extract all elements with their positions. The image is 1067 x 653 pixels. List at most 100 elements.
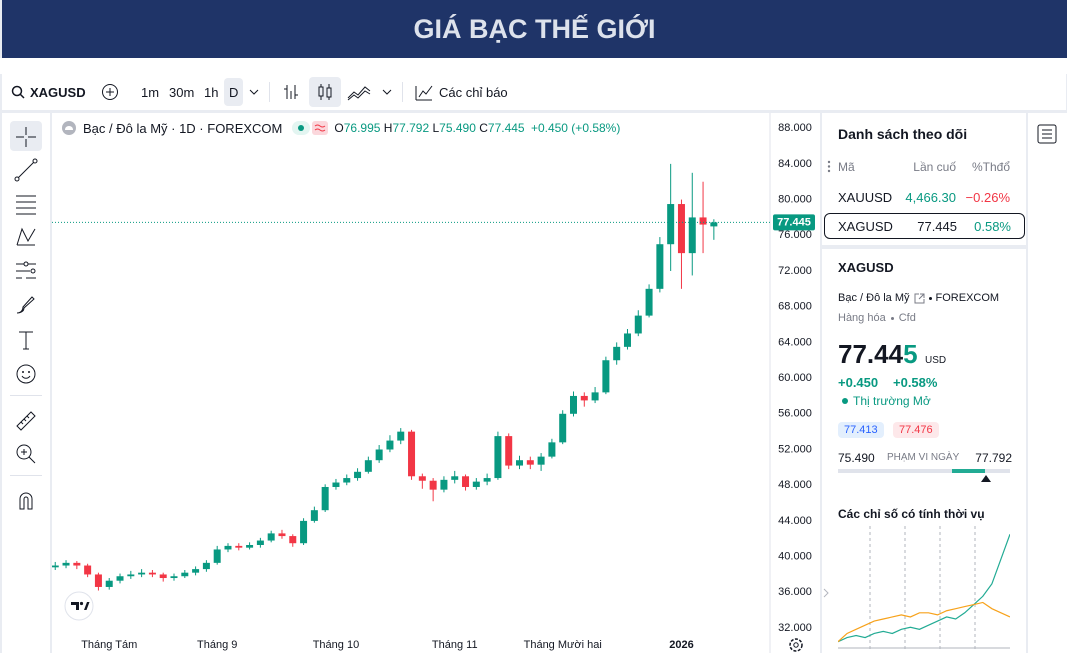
indicators[interactable]: Các chỉ báo xyxy=(439,84,508,100)
chevron[interactable] xyxy=(249,87,259,97)
collapse-handle[interactable] xyxy=(822,585,830,601)
candle-body xyxy=(224,545,232,550)
x-tick-label: Tháng Tám xyxy=(81,639,137,651)
candle-body xyxy=(548,442,556,457)
y-tick-label: 36.000 xyxy=(778,586,812,598)
candle-body xyxy=(667,204,675,245)
settings-icon[interactable] xyxy=(788,637,804,653)
watchlist-icon[interactable] xyxy=(1036,123,1058,145)
interval-active[interactable]: D xyxy=(224,78,244,106)
x-tick-label: Tháng Mười hai xyxy=(524,639,602,651)
candle-body xyxy=(408,431,416,477)
price-main: 77.44 xyxy=(838,339,904,369)
detail-price: 77.445 xyxy=(838,339,918,370)
brush-tool[interactable] xyxy=(14,293,38,317)
candles-icon[interactable] xyxy=(316,83,334,101)
candle-body xyxy=(451,476,459,480)
y-tick-label: 52.000 xyxy=(778,443,812,455)
seasonals-chart xyxy=(838,526,1010,650)
row-symbol: XAGUSD xyxy=(838,219,893,234)
emoji-tool[interactable] xyxy=(14,362,38,386)
detail-exchange: FOREXCOM xyxy=(935,292,1000,304)
y-tick-label: 60.000 xyxy=(778,372,812,384)
y-tick-label: 64.000 xyxy=(778,336,812,348)
crosshair-tool[interactable] xyxy=(14,125,38,149)
area-icon[interactable] xyxy=(347,83,371,101)
candle-body xyxy=(84,565,92,575)
candle-body xyxy=(52,565,59,568)
candle-body xyxy=(94,574,102,587)
candle-body xyxy=(202,562,210,570)
chart-panel: 88.000 84.000 80.000 76.000 72.000 68.000 64.0… xyxy=(52,113,820,653)
ohlc-value: 77.445 xyxy=(487,121,525,135)
candle-body xyxy=(256,540,264,545)
add-symbol[interactable] xyxy=(101,83,119,101)
candle-body xyxy=(591,392,599,401)
candle-body xyxy=(300,520,308,544)
candle-body xyxy=(364,460,372,472)
candle-body xyxy=(656,244,664,289)
indicators-icon[interactable] xyxy=(414,82,434,102)
bid: 77.413 xyxy=(838,422,884,438)
watchlist-row[interactable]: XAUUSD 4,466.30 −0.26% xyxy=(822,183,1026,209)
detail-category-row: Hàng hóa Cfd xyxy=(838,312,916,324)
watchlist-row-selected[interactable]: XAGUSD 77.445 0.58% xyxy=(824,213,1025,239)
pattern-tool[interactable] xyxy=(14,225,38,249)
y-tick-label: 72.000 xyxy=(778,265,812,277)
interval[interactable]: 1h xyxy=(204,84,219,100)
candle-body xyxy=(645,288,653,316)
detail-currency: USD xyxy=(925,355,947,366)
status-text: Thị trường Mở xyxy=(853,394,931,408)
candle-body xyxy=(159,574,167,579)
watchlist-title: Danh sách theo dõi xyxy=(838,126,968,142)
text-tool[interactable] xyxy=(14,328,38,352)
candle-body xyxy=(246,545,254,548)
tv-logo[interactable] xyxy=(64,591,94,621)
market-status: Thị trường Mở xyxy=(842,394,931,408)
candle-body xyxy=(181,572,189,577)
candle-body xyxy=(105,580,113,587)
candle-body xyxy=(602,360,610,393)
y-tick-label: 84.000 xyxy=(778,158,812,170)
chart: 88.000 84.000 80.000 76.000 72.000 68.000 64.0… xyxy=(52,113,815,653)
candle-body xyxy=(127,574,135,577)
bars-icon[interactable] xyxy=(282,83,300,101)
ohlc-key: H xyxy=(383,121,393,135)
separator xyxy=(10,395,42,396)
external-link-icon[interactable] xyxy=(914,293,925,304)
candle-body xyxy=(516,460,524,466)
separator xyxy=(402,82,403,102)
toolbar: XAGUSD 1m 30m 1h D Các chỉ báo xyxy=(2,74,1066,110)
interval[interactable]: 30m xyxy=(169,84,195,100)
candle-body xyxy=(138,572,146,575)
fib-tool[interactable] xyxy=(14,192,38,216)
seasonals-title: Các chỉ số có tính thời vụ xyxy=(838,507,985,521)
column-header: Lần cuố xyxy=(913,160,956,174)
ohlc-value: 76.995 xyxy=(343,121,381,135)
interval[interactable]: 1m xyxy=(141,84,160,100)
candle-body xyxy=(310,510,318,521)
candle-body xyxy=(397,431,405,441)
trendline-tool[interactable] xyxy=(14,158,38,182)
seasonal-line xyxy=(838,534,1010,643)
seasonal-line xyxy=(838,601,1010,643)
drawing-toolbar xyxy=(2,113,50,653)
candle-body xyxy=(472,481,480,487)
magnet-tool[interactable] xyxy=(14,489,38,513)
zoom-tool[interactable] xyxy=(14,442,38,466)
detail-description: Bạc / Đô la Mỹ xyxy=(838,292,910,304)
symbol-search[interactable]: XAGUSD xyxy=(30,84,86,100)
column-menu[interactable] xyxy=(827,160,831,173)
y-tick-label: 76.000 xyxy=(778,229,812,241)
candle-body xyxy=(526,460,534,465)
chart-type-active[interactable] xyxy=(309,77,341,107)
last-price-label: 77.445 xyxy=(777,216,811,228)
ohlc-key: L xyxy=(432,121,440,135)
measure-tool[interactable] xyxy=(14,409,38,433)
candle-body xyxy=(559,413,567,443)
chevron[interactable] xyxy=(382,87,392,97)
prediction-tool[interactable] xyxy=(14,259,38,283)
candle-body xyxy=(699,217,707,225)
candle-body xyxy=(386,440,394,450)
